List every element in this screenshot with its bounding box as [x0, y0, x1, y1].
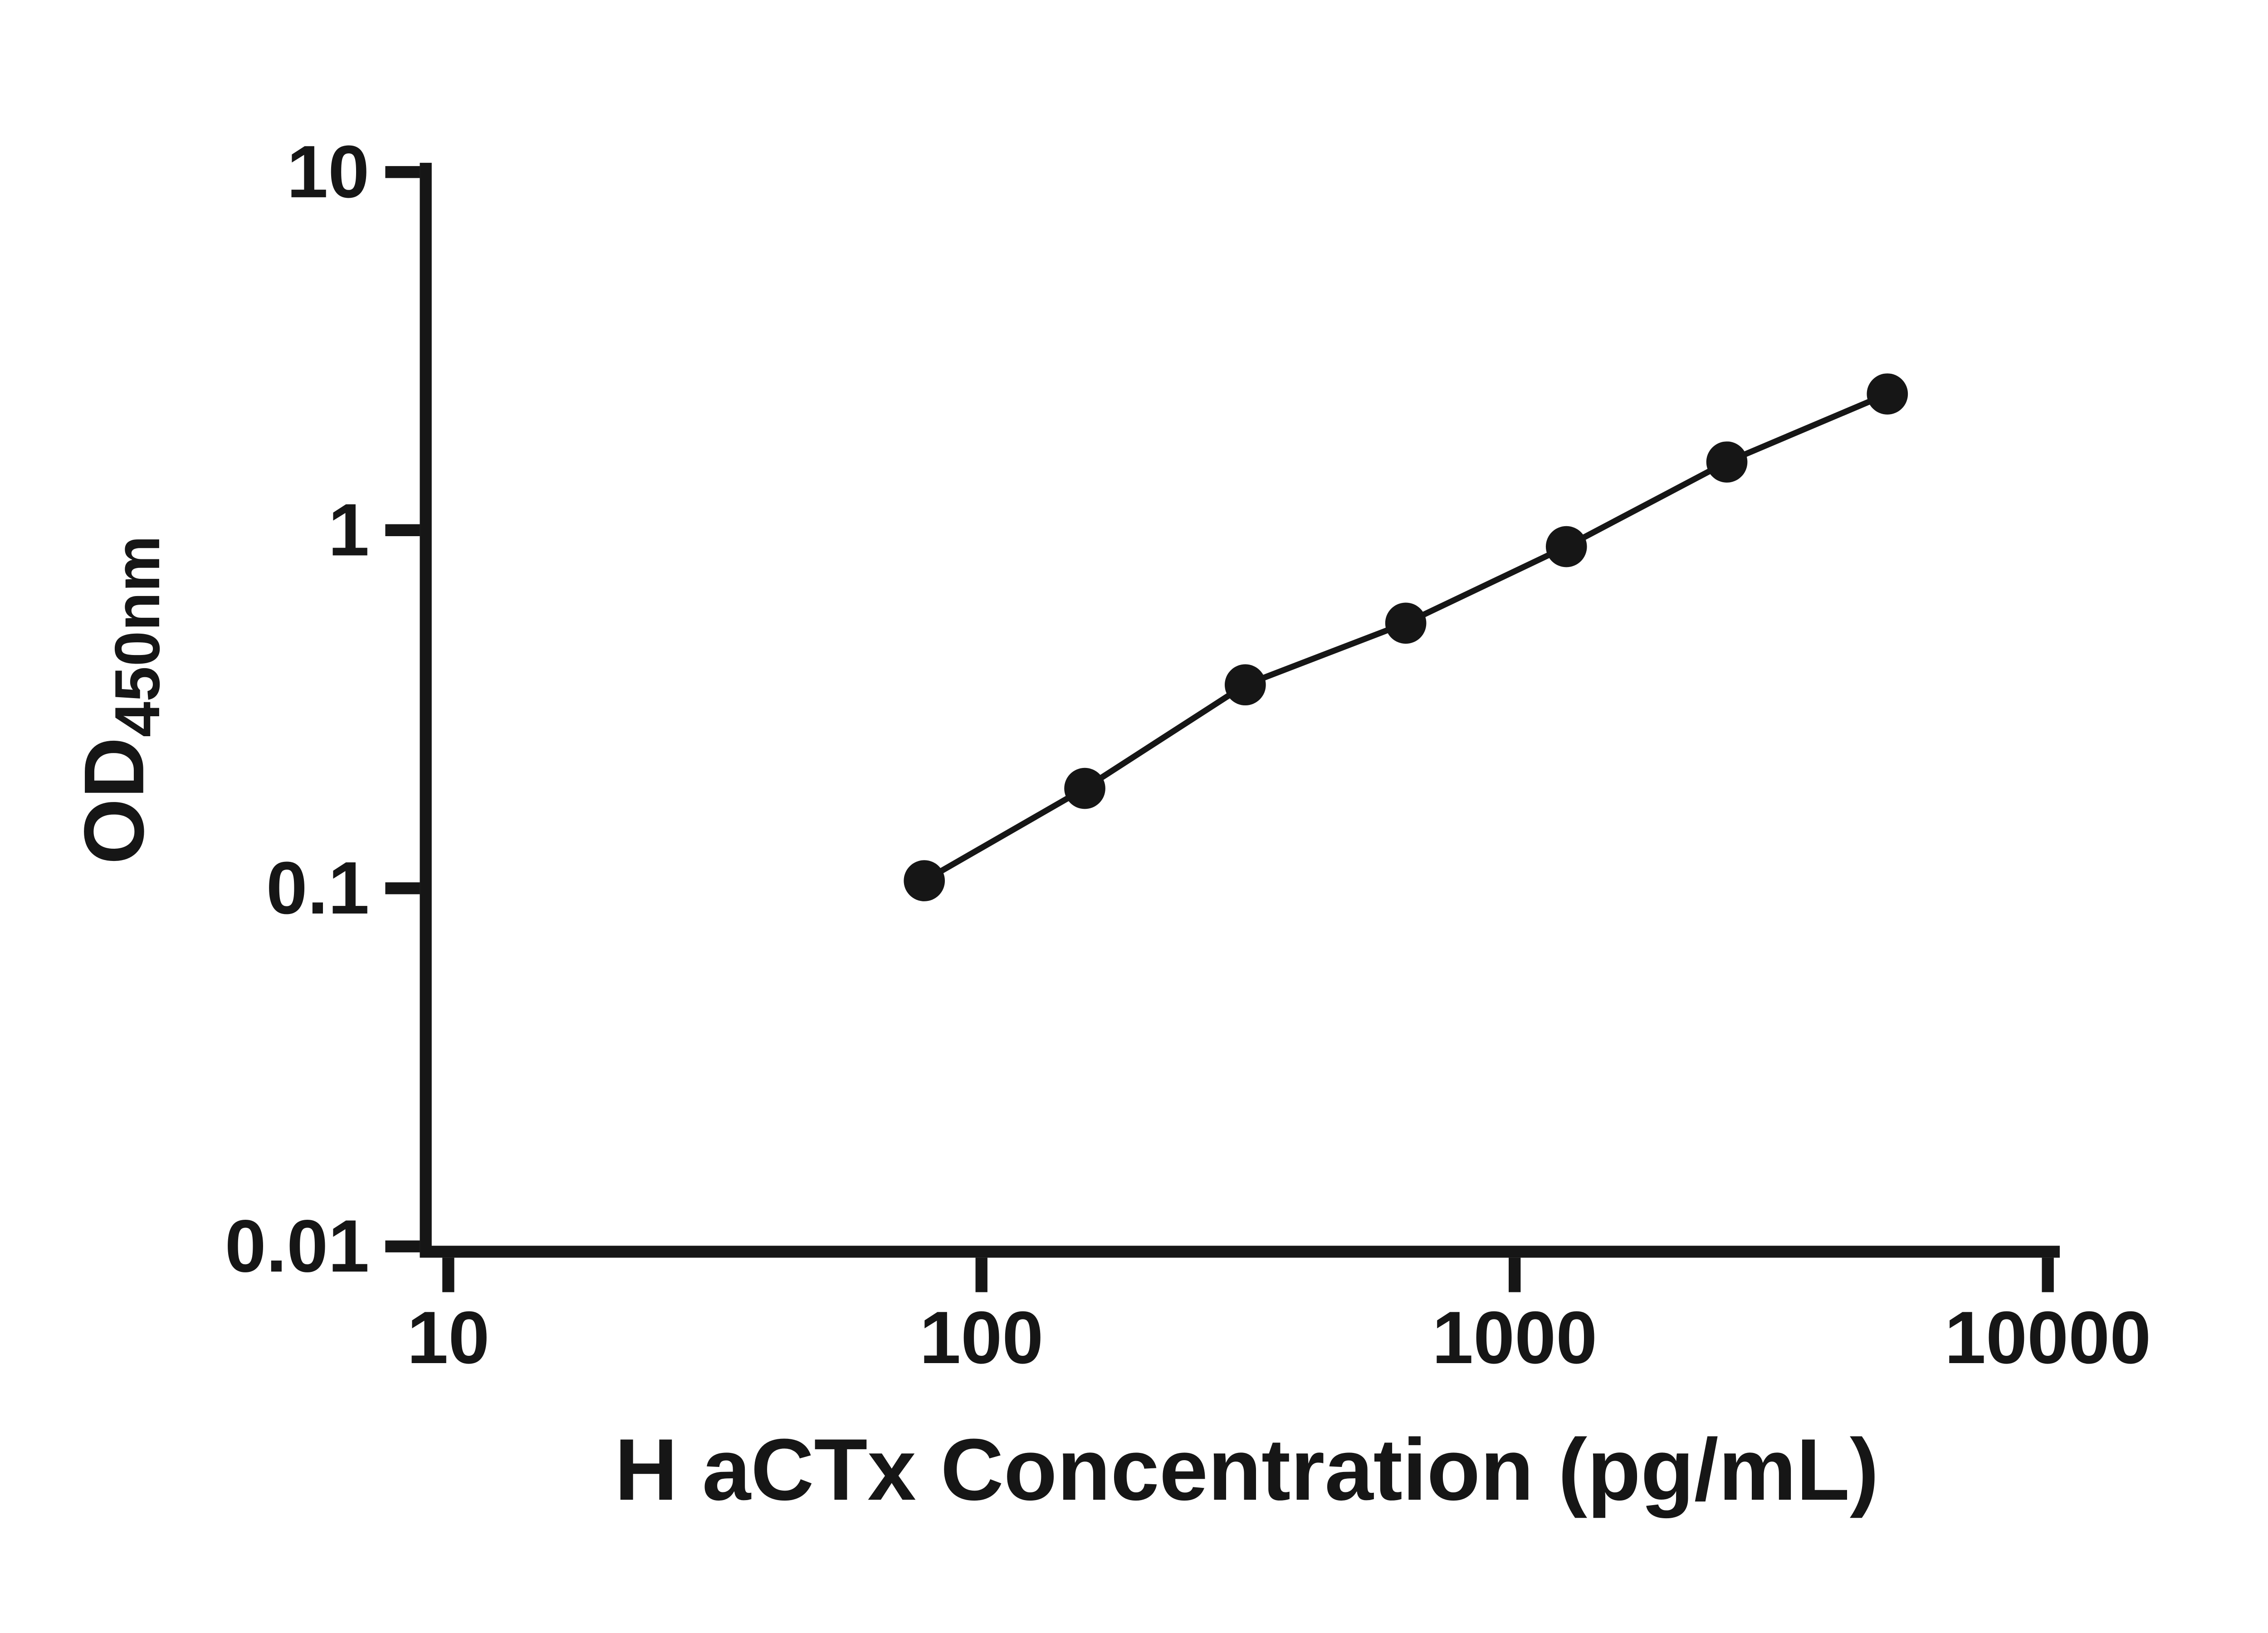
data-point [1867, 373, 1908, 415]
y-tick-label: 0.1 [266, 846, 370, 929]
axes: 10 100 1000 10000 0.01 0.1 1 10 [225, 130, 2151, 1379]
data-point [1545, 526, 1587, 567]
data-series [904, 373, 1908, 901]
data-point [1385, 602, 1427, 644]
y-axis-label-main: OD [67, 737, 161, 865]
y-tick-label: 1 [328, 488, 369, 571]
data-point [1224, 664, 1266, 705]
chart-canvas: 10 100 1000 10000 0.01 0.1 1 10 H aCTx Concentr… [0, 20, 2268, 1613]
axis-frame [420, 162, 2060, 1258]
data-point [904, 860, 945, 901]
x-tick-label: 10 [407, 1296, 489, 1379]
x-tick-label: 10000 [1945, 1296, 2151, 1379]
data-point [1706, 441, 1748, 483]
y-tick-label: 0.01 [225, 1204, 370, 1287]
x-tick-label: 100 [919, 1296, 1043, 1379]
y-axis-label: OD450nm [67, 535, 173, 864]
y-tick-label: 10 [287, 130, 369, 213]
data-point [1064, 768, 1105, 809]
y-axis-label-sub: 450nm [102, 535, 173, 737]
x-tick-label: 1000 [1432, 1296, 1597, 1379]
standard-curve-chart: 10 100 1000 10000 0.01 0.1 1 10 H aCTx Concentr… [0, 20, 2268, 1613]
x-axis-label: H aCTx Concentration (pg/mL) [615, 1420, 1879, 1518]
